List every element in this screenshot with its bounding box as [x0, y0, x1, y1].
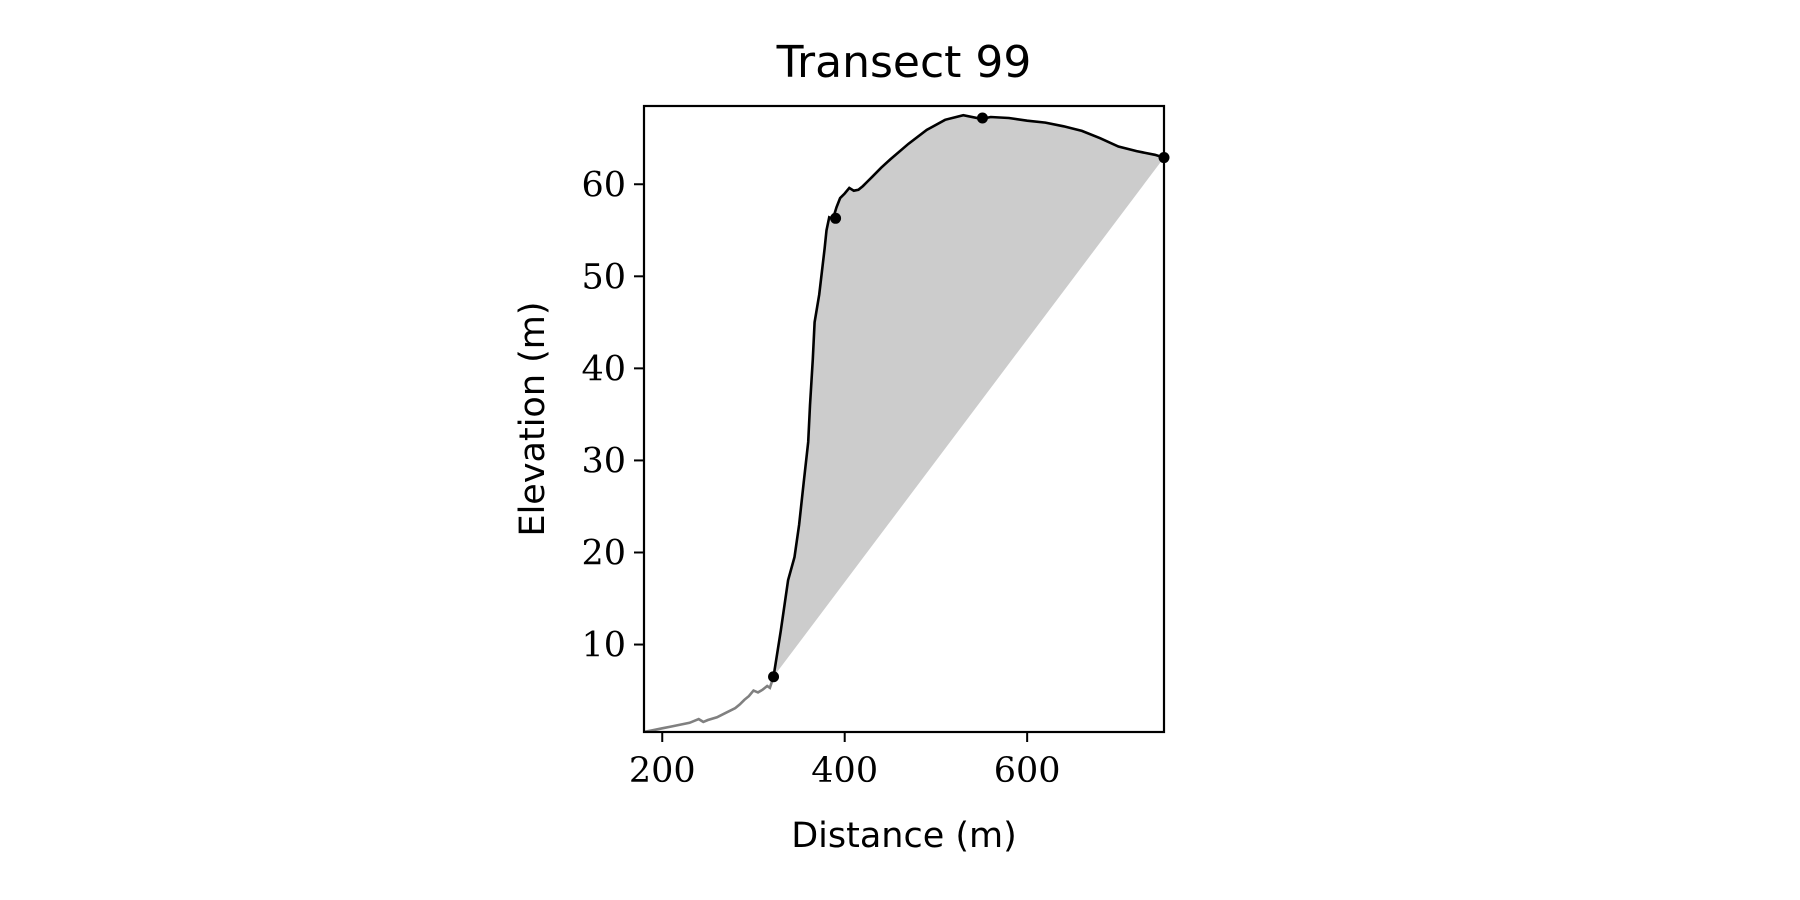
- profile-marker-1: [768, 671, 780, 683]
- y-axis-label: Elevation (m): [513, 301, 553, 536]
- x-tick-label: 600: [994, 751, 1061, 791]
- plot-frame: [642, 104, 1166, 734]
- x-axis-ticks: 200 400 600: [629, 732, 1061, 791]
- chart-title: Transect 99: [776, 37, 1032, 88]
- hazard-fill-area: [773, 115, 1164, 677]
- x-tick-label: 200: [629, 751, 696, 791]
- profile-marker-2: [830, 212, 842, 224]
- y-tick-label: 50: [581, 257, 626, 297]
- cliff-profile-line: [772, 113, 1164, 678]
- profile-marker-3: [976, 112, 988, 124]
- y-axis-ticks: 10 20 30 40 50 60: [581, 165, 644, 666]
- y-tick-label: 30: [581, 441, 626, 481]
- y-tick-label: 40: [581, 349, 626, 389]
- y-tick-label: 60: [581, 165, 626, 205]
- lower-profile-line: [644, 676, 775, 732]
- y-tick-label: 10: [581, 626, 626, 666]
- x-axis-label: Distance (m): [791, 816, 1017, 856]
- y-tick-label: 20: [581, 533, 626, 573]
- x-tick-label: 400: [811, 751, 878, 791]
